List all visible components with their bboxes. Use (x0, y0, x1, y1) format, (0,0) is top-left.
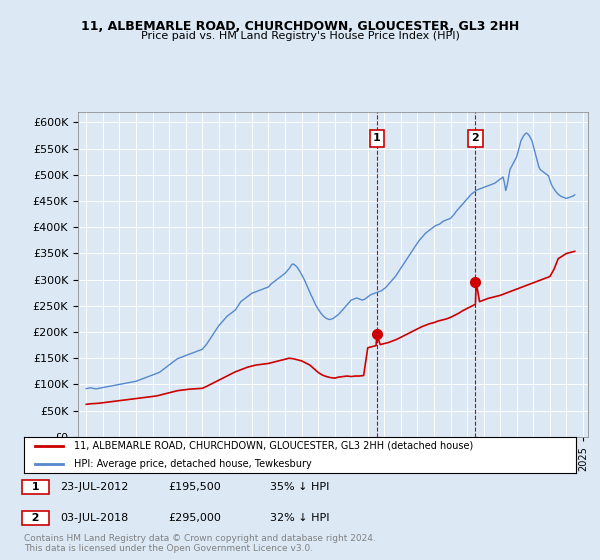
Text: 1: 1 (24, 482, 47, 492)
Text: 1: 1 (373, 133, 381, 143)
Text: 32% ↓ HPI: 32% ↓ HPI (270, 513, 329, 523)
Text: 2: 2 (472, 133, 479, 143)
Text: 11, ALBEMARLE ROAD, CHURCHDOWN, GLOUCESTER, GL3 2HH: 11, ALBEMARLE ROAD, CHURCHDOWN, GLOUCEST… (81, 20, 519, 32)
Text: 23-JUL-2012: 23-JUL-2012 (60, 482, 128, 492)
Text: Price paid vs. HM Land Registry's House Price Index (HPI): Price paid vs. HM Land Registry's House … (140, 31, 460, 41)
Text: 03-JUL-2018: 03-JUL-2018 (60, 513, 128, 523)
Text: 35% ↓ HPI: 35% ↓ HPI (270, 482, 329, 492)
Text: 11, ALBEMARLE ROAD, CHURCHDOWN, GLOUCESTER, GL3 2HH (detached house): 11, ALBEMARLE ROAD, CHURCHDOWN, GLOUCEST… (74, 441, 473, 451)
Text: £195,500: £195,500 (168, 482, 221, 492)
Text: HPI: Average price, detached house, Tewkesbury: HPI: Average price, detached house, Tewk… (74, 459, 311, 469)
Text: 2: 2 (24, 513, 47, 523)
Text: £295,000: £295,000 (168, 513, 221, 523)
Text: Contains HM Land Registry data © Crown copyright and database right 2024.
This d: Contains HM Land Registry data © Crown c… (24, 534, 376, 553)
